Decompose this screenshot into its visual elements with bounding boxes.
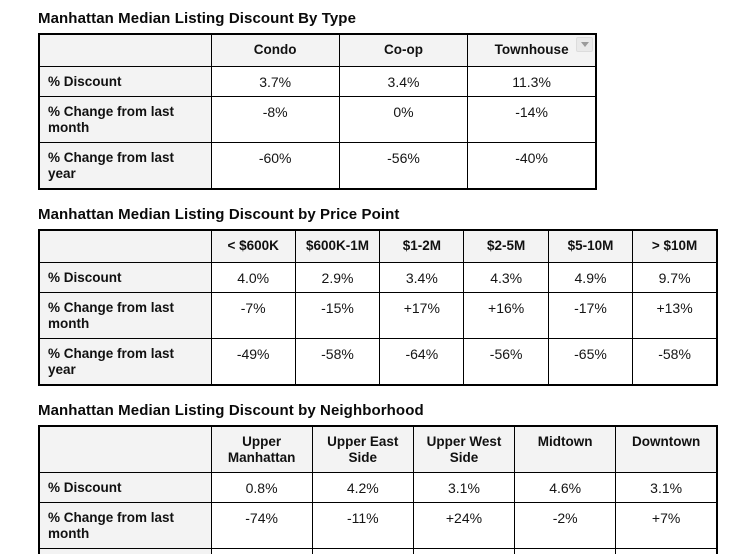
column-header: $600K-1M [294,229,381,263]
table-cell: -58% [632,338,718,386]
row-label: % Discount [38,472,212,503]
table-cell: -60% [210,142,340,190]
column-header: Upper West Side [412,425,516,473]
row-label: % Change from last year [38,142,212,190]
table-cell: -65% [547,338,634,386]
column-header: Townhouse [467,33,597,67]
table-cell: -56% [338,142,469,190]
table-cell: -40% [467,142,597,190]
table-cell: 11.3% [467,66,597,97]
table-row: % Discount 4.0% 2.9% 3.4% 4.3% 4.9% 9.7% [38,262,718,293]
table-title-by-type: Manhattan Median Listing Discount By Typ… [38,10,357,27]
table-cell: +13% [632,292,718,339]
table-row: % Discount 0.8% 4.2% 3.1% 4.6% 3.1% [38,472,718,503]
column-header: $2-5M [463,229,549,263]
column-header: > $10M [632,229,718,263]
table-cell: +7% [615,502,718,549]
column-header: < $600K [210,229,296,263]
corner-cell [38,229,212,263]
table-cell: -7% [210,292,296,339]
column-header: Downtown [615,425,718,473]
table-cell: 3.4% [338,66,469,97]
table-cell: -56% [463,338,549,386]
header-row: < $600K $600K-1M $1-2M $2-5M $5-10M > $10M [38,229,718,263]
table-cell: -53% [514,548,617,554]
table-row: % Change from last month -74% -11% +24% -2% +… [38,502,718,549]
row-label: % Discount [38,66,212,97]
by-price-point-table: < $600K $600K-1M $1-2M $2-5M $5-10M > $10M% D… [38,229,718,386]
table-title-by-neighborhood: Manhattan Median Listing Discount by Nei… [38,402,424,419]
table-cell: 0% [338,96,469,143]
table-cell: -49% [210,338,296,386]
table-row: % Change from last year-88%-51%-63%-53%-… [38,548,718,554]
table-cell: 3.4% [379,262,465,293]
column-header: $5-10M [547,229,634,263]
table-cell: 0.8% [210,472,313,503]
table-cell: +24% [412,502,516,549]
table-cell: 4.3% [463,262,549,293]
section-by-type: Manhattan Median Listing Discount By Typ… [38,10,754,190]
filter-dropdown-icon[interactable] [576,37,593,52]
header-row: Condo Co-op Townhouse [38,33,597,67]
row-label: % Change from last year [38,548,212,554]
by-type-table: Condo Co-op Townhouse% Discount 3.7% 3.4% 11.… [38,33,597,190]
table-cell: 4.9% [547,262,634,293]
corner-cell [38,33,212,67]
table-row: % Change from last month -8% 0% -14% [38,96,597,143]
column-header: Midtown [514,425,617,473]
row-label: % Discount [38,262,212,293]
column-header: Upper Manhattan [210,425,313,473]
table-row: % Change from last year -60% -56% -40% [38,142,597,190]
row-label: % Change from last year [38,338,212,386]
section-by-neighborhood: Manhattan Median Listing Discount by Nei… [38,402,754,554]
row-label: % Change from last month [38,502,212,549]
table-cell: 4.2% [311,472,414,503]
table-title-by-price-point: Manhattan Median Listing Discount by Pri… [38,206,400,223]
table-cell: -63% [412,548,516,554]
table-cell: 4.0% [210,262,296,293]
table-cell: -15% [294,292,381,339]
table-cell: +16% [463,292,549,339]
header-row: Upper Manhattan Upper East Side Upper West… [38,425,718,473]
table-cell: 9.7% [632,262,718,293]
table-cell: 3.1% [412,472,516,503]
table-cell: -14% [467,96,597,143]
by-neighborhood-table: Upper Manhattan Upper East Side Upper West… [38,425,718,554]
column-header: Upper East Side [311,425,414,473]
column-header: $1-2M [379,229,465,263]
row-label: % Change from last month [38,96,212,143]
table-cell: -88% [210,548,313,554]
table-cell: -11% [311,502,414,549]
table-cell: -74% [210,502,313,549]
column-header: Co-op [338,33,469,67]
section-by-price-point: Manhattan Median Listing Discount by Pri… [38,206,754,386]
table-cell: -62% [615,548,718,554]
corner-cell [38,425,212,473]
table-cell: 3.7% [210,66,340,97]
table-cell: +17% [379,292,465,339]
triangle-down-glyph [580,42,589,47]
table-cell: 3.1% [615,472,718,503]
table-cell: -51% [311,548,414,554]
table-cell: -58% [294,338,381,386]
column-header: Condo [210,33,340,67]
table-cell: 2.9% [294,262,381,293]
row-label: % Change from last month [38,292,212,339]
table-cell: -17% [547,292,634,339]
table-cell: -64% [379,338,465,386]
table-cell: 4.6% [514,472,617,503]
table-row: % Change from last year -49% -58% -64% -56% -… [38,338,718,386]
table-cell: -2% [514,502,617,549]
table-row: % Change from last month -7% -15% +17% +16% -… [38,292,718,339]
table-cell: -8% [210,96,340,143]
table-row: % Discount 3.7% 3.4% 11.3% [38,66,597,97]
